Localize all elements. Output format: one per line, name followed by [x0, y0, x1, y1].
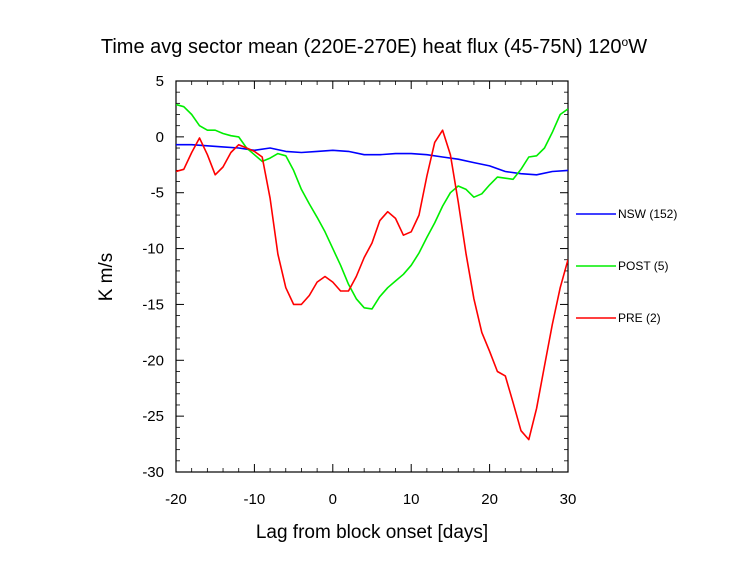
x-tick-label: 0 — [329, 491, 337, 508]
y-tick-label: 0 — [156, 129, 164, 146]
series-line-nsw — [176, 143, 568, 176]
x-tick-label: 10 — [403, 491, 420, 508]
y-tick-label: 5 — [156, 73, 164, 90]
y-tick-label: -20 — [142, 352, 164, 369]
legend-label: POST (5) — [618, 259, 668, 273]
y-axis-label: K m/s — [96, 253, 117, 302]
chart-title: Time avg sector mean (220E-270E) heat fl… — [101, 35, 647, 58]
y-tick-label: -25 — [142, 408, 164, 425]
legend-label: PRE (2) — [618, 311, 661, 325]
legend: NSW (152) POST (5) PRE (2) — [576, 207, 677, 325]
x-tick-label: -10 — [244, 491, 266, 508]
series-line-post — [176, 103, 568, 310]
plot-area — [175, 80, 569, 473]
y-tick-label: -10 — [142, 241, 164, 258]
legend-label: NSW (152) — [618, 207, 677, 221]
y-tick-label: -30 — [142, 464, 164, 481]
x-tick-label: 30 — [560, 491, 577, 508]
series-line-pre — [176, 129, 568, 441]
y-tick-label: -15 — [142, 296, 164, 313]
x-tick-label: -20 — [165, 491, 187, 508]
plot-frame — [175, 80, 569, 473]
x-axis-label: Lag from block onset [days] — [256, 522, 488, 543]
series-lines — [176, 103, 568, 441]
x-axis: -20 -10 0 10 20 30 — [165, 81, 576, 508]
x-tick-label: 20 — [481, 491, 498, 508]
y-axis: 5 0 -5 -10 -15 -20 -25 -30 — [142, 73, 568, 481]
y-tick-label: -5 — [151, 185, 164, 202]
